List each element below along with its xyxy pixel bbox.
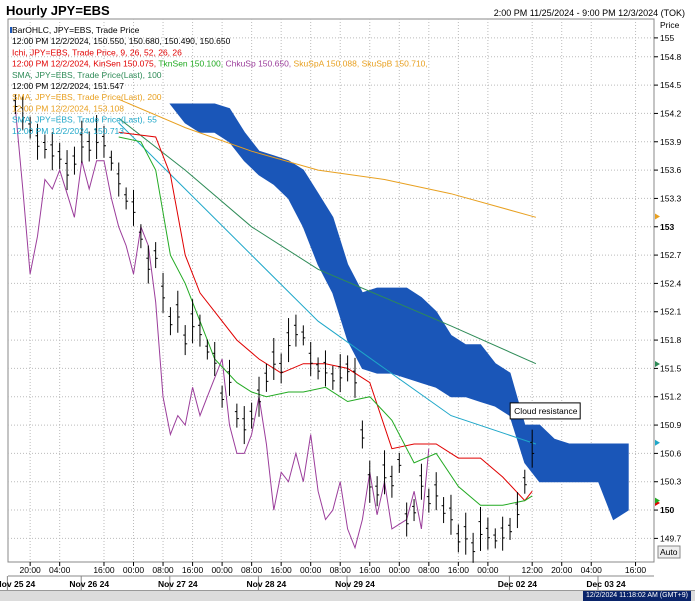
chart-title: Hourly JPY=EBS [6, 3, 110, 18]
date-label: Nov 29 24 [335, 579, 375, 589]
x-tick-label: 16:00 [271, 565, 293, 575]
y-tick-label: 153.9 [660, 137, 682, 147]
x-tick-label: 08:00 [418, 565, 440, 575]
legend-entry: 12:00 PM 12/2/2024, 151.547 [12, 81, 124, 91]
sma100-line [118, 117, 537, 365]
x-tick-label: 04:00 [581, 565, 603, 575]
x-tick-label: 00:00 [477, 565, 499, 575]
y-tick-label: 152.4 [660, 278, 682, 288]
date-range: 2:00 PM 11/25/2024 - 9:00 PM 12/3/2024 (… [493, 8, 685, 18]
date-label: Nov 25 24 [0, 579, 35, 589]
x-tick-label: 00:00 [389, 565, 411, 575]
x-tick-label: 16:00 [448, 565, 470, 575]
y-tick-label: 150.9 [660, 420, 682, 430]
y-tick-label: 155 [660, 33, 674, 43]
y-tick-label: 151.5 [660, 363, 682, 373]
legend-value: KinSen 150.075, [93, 59, 158, 69]
date-label: Nov 27 24 [158, 579, 198, 589]
legend-entry: 12:00 PM 12/2/2024, KinSen 150.075, TknS… [12, 59, 428, 69]
axis-marker-sma200 [655, 213, 660, 220]
y-tick-label: 149.7 [660, 533, 682, 543]
axis-marker-tenkan [655, 497, 660, 504]
x-tick-label: 20:00 [20, 565, 42, 575]
y-tick-label: 150.6 [660, 448, 682, 458]
x-tick-label: 20:00 [551, 565, 573, 575]
legend-entry: Ichi, JPY=EBS, Trade Price, 9, 26, 52, 2… [12, 47, 182, 57]
legend-entry: SMA, JPY=EBS, Trade Price(Last), 200 [12, 92, 162, 102]
legend-entry: 12:00 PM 12/2/2024, 150.550, 150.680, 15… [12, 36, 231, 46]
y-tick-label: 153 [660, 222, 674, 232]
y-tick-label: 154.8 [660, 52, 682, 62]
y-tick-label: 153.3 [660, 193, 682, 203]
annotation-box [509, 402, 581, 420]
legend-swatch [10, 27, 12, 33]
y-tick-label: 151.8 [660, 335, 682, 345]
y-tick-label: 150 [660, 505, 674, 515]
legend-entry: SMA, JPY=EBS, Trade Price(Last), 100 [12, 70, 162, 80]
status-timestamp: 12/2/2024 11:18:02 AM (GMT+9) [582, 591, 691, 601]
date-label: Dec 03 24 [586, 579, 625, 589]
x-tick-label: 16:00 [93, 565, 115, 575]
y-tick-label: 154.5 [660, 80, 682, 90]
x-tick-label: 08:00 [152, 565, 174, 575]
x-tick-label: 00:00 [123, 565, 145, 575]
x-tick-label: 12:00 [522, 565, 544, 575]
legend-entry: 12:00 PM 12/2/2024, 150.713 [12, 126, 124, 136]
legend-value: TknSen 150.100, [158, 59, 225, 69]
x-tick-label: 00:00 [211, 565, 233, 575]
tenkan-sen-line [118, 136, 533, 506]
chikou-span-line [14, 108, 430, 550]
status-bar: 12/2/2024 11:18:02 AM (GMT+9) [0, 590, 695, 601]
y-tick-label: 152.7 [660, 250, 682, 260]
x-tick-label: 08:00 [330, 565, 352, 575]
legend-value: SkuSpB 150.710, [362, 59, 428, 69]
x-tick-label: 04:00 [49, 565, 71, 575]
legend-entry: 12:00 PM 12/2/2024, 153.108 [12, 103, 124, 113]
sma55-line [118, 122, 537, 445]
auto-button-label: Auto [660, 547, 678, 557]
legend-entry: BarOHLC, JPY=EBS, Trade Price [12, 25, 140, 35]
x-tick-label: 00:00 [300, 565, 322, 575]
legend-value: SkuSpA 150.088, [294, 59, 362, 69]
annotation-text: Cloud resistance [514, 406, 578, 416]
legend-entry: SMA, JPY=EBS, Trade Price(Last), 55 [12, 115, 157, 125]
y-tick-label: 153.6 [660, 165, 682, 175]
x-tick-label: 16:00 [359, 565, 381, 575]
x-tick-label: 16:00 [182, 565, 204, 575]
legend-value: ChkuSp 150.650, [225, 59, 293, 69]
y-tick-label: 151.2 [660, 392, 682, 402]
x-tick-label: 16:00 [625, 565, 647, 575]
y-tick-label: 150.3 [660, 477, 682, 487]
axis-marker-sma55 [655, 439, 660, 446]
date-label: Nov 26 24 [69, 579, 109, 589]
date-label: Nov 28 24 [247, 579, 287, 589]
x-tick-label: 08:00 [241, 565, 263, 575]
auto-button-bg[interactable] [657, 545, 681, 559]
y-tick-label: 152.1 [660, 307, 682, 317]
axis-marker-sma100 [655, 360, 660, 367]
y-axis-label: Price [660, 20, 680, 30]
sma200-line [118, 98, 537, 218]
y-tick-label: 154.2 [660, 108, 682, 118]
date-label: Dec 02 24 [498, 579, 537, 589]
